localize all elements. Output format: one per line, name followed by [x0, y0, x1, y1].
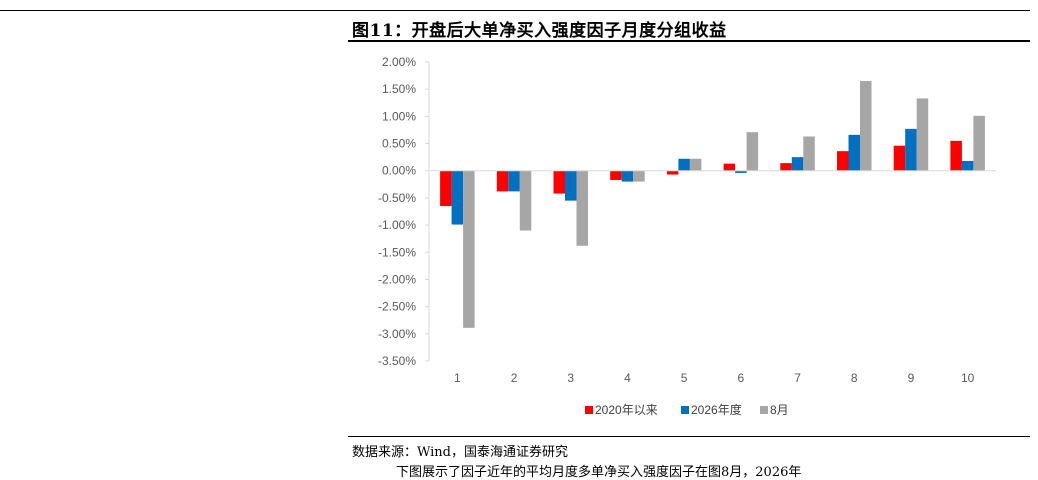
legend-swatch-1	[585, 406, 593, 414]
y-tick-label: -1.50%	[378, 245, 416, 259]
y-tick-label: -0.50%	[378, 191, 416, 205]
figure-title: 图11：开盘后大单净买入强度因子月度分组收益	[352, 21, 727, 41]
y-axis: 2.00% 1.50% 1.00% 0.50% 0.00% -0.50% -1.00% -1.…	[378, 55, 430, 368]
y-tick-label: -2.00%	[378, 272, 416, 286]
y-tick-label: 1.50%	[382, 82, 416, 96]
bar-1-5	[666, 170, 679, 175]
y-tick-label: -1.00%	[378, 218, 416, 232]
source-note: 数据来源：Wind，国泰海通证券研究	[352, 445, 568, 460]
legend-label-1: 2020年以来	[595, 403, 658, 417]
bar-2-10	[961, 160, 974, 171]
bar-1-10	[950, 140, 962, 171]
legend-label-2: 2026年度	[691, 402, 742, 417]
bar-2-5	[678, 158, 690, 171]
x-tick-label: 10	[961, 371, 975, 385]
bars	[440, 81, 985, 328]
bar-3-6	[746, 132, 759, 171]
bar-2-7	[791, 157, 804, 171]
x-tick-label: 9	[908, 371, 915, 385]
y-tick-label: 2.00%	[382, 55, 416, 69]
x-axis: 1 2 3 4 5 6 7 8 9 10	[429, 170, 996, 385]
bar-3-1	[463, 170, 475, 328]
title-underline	[348, 40, 1030, 42]
bar-2-3	[565, 170, 577, 201]
bar-1-7	[780, 163, 792, 171]
bar-2-1	[451, 170, 464, 225]
y-tick-label: 0.00%	[382, 164, 416, 178]
bar-2-8	[848, 134, 860, 171]
x-tick-label: 7	[794, 371, 801, 385]
bar-2-6	[735, 170, 747, 173]
x-tick-label: 4	[624, 371, 631, 385]
bar-2-9	[905, 128, 917, 171]
bar-1-2	[496, 170, 509, 192]
legend: 2020年以来 2026年度 8月	[585, 402, 789, 417]
bar-3-5	[689, 158, 702, 171]
legend-swatch-2	[681, 406, 689, 414]
legend-swatch-3	[760, 406, 768, 414]
bar-chart: 2.00% 1.50% 1.00% 0.50% 0.00% -0.50% -1.00% -1.…	[378, 55, 996, 417]
bar-1-1	[440, 170, 452, 207]
x-tick-label: 2	[511, 371, 518, 385]
bar-1-9	[893, 145, 906, 171]
top-rule	[0, 10, 1030, 11]
y-tick-label: -2.50%	[378, 300, 416, 314]
y-tick-label: 1.00%	[382, 109, 416, 123]
bar-1-4	[610, 170, 622, 180]
bar-3-3	[576, 170, 588, 246]
bar-1-8	[837, 151, 849, 171]
source-rule	[348, 436, 1030, 437]
bar-1-3	[553, 170, 565, 194]
bar-2-4	[621, 170, 634, 182]
bar-2-2	[508, 170, 520, 192]
x-tick-label: 5	[681, 371, 688, 385]
x-tick-label: 6	[738, 371, 745, 385]
y-tick-label: -3.00%	[378, 327, 416, 341]
title-underline-tick	[1018, 40, 1030, 42]
y-tick-label: -3.50%	[378, 354, 416, 368]
x-tick-label: 1	[454, 371, 461, 385]
bar-3-4	[633, 170, 645, 182]
bar-3-8	[860, 81, 872, 171]
body-text-fragment: 下图展示了因子近年的平均月度多单净买入强度因子在图8月，2026年	[396, 465, 802, 480]
bar-3-10	[973, 115, 985, 171]
bar-3-7	[803, 136, 815, 171]
x-tick-label: 8	[851, 371, 858, 385]
x-tick-label: 3	[567, 371, 574, 385]
legend-label-3: 8月	[770, 403, 789, 417]
bar-3-2	[519, 170, 532, 231]
bar-1-6	[723, 163, 736, 171]
y-tick-label: 0.50%	[382, 137, 416, 151]
bar-3-9	[916, 98, 929, 171]
